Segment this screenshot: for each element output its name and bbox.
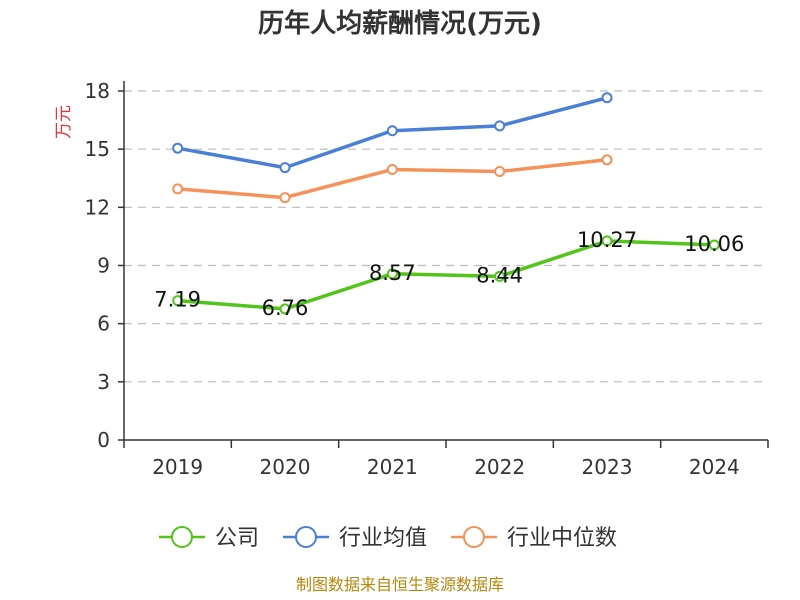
- point-1-2021: [386, 125, 398, 137]
- point-1-2023: [601, 92, 613, 104]
- point-1-2019: [172, 142, 184, 154]
- y-tick-label-9: 9: [97, 254, 110, 278]
- x-tick-label-2020: 2020: [260, 455, 311, 479]
- source-note: 制图数据来自恒生聚源数据库: [296, 575, 504, 594]
- x-tick-label-2023: 2023: [582, 455, 633, 479]
- point-0-2021: [386, 268, 398, 280]
- point-1-2022: [494, 120, 506, 132]
- data-labels: 7.19 6.76 8.57 8.44 10.27 10.06: [154, 228, 744, 320]
- legend-marker-1: [295, 526, 317, 548]
- point-0-2022: [494, 270, 506, 282]
- y-tick-label-15: 15: [85, 137, 110, 161]
- legend: 公司 行业均值 行业中位数: [159, 526, 617, 551]
- legend-label-0: 公司: [215, 526, 259, 551]
- y-tick-label-0: 0: [97, 428, 110, 452]
- data-label-2023: 10.27: [577, 228, 637, 252]
- legend-marker-2: [463, 526, 485, 548]
- legend-label-2: 行业中位数: [507, 526, 617, 551]
- data-label-2021: 8.57: [369, 261, 416, 285]
- chart-title: 历年人均薪酬情况(万元): [258, 8, 542, 39]
- point-0-2020: [279, 303, 291, 315]
- y-tick-label-18: 18: [85, 79, 110, 103]
- grid-lines: [124, 90, 768, 383]
- data-label-2024: 10.06: [684, 232, 744, 256]
- y-tick-label-12: 12: [85, 195, 110, 219]
- x-tick-label-2022: 2022: [474, 455, 525, 479]
- data-label-2019: 7.19: [154, 288, 201, 312]
- legend-marker-0: [171, 526, 193, 548]
- point-2-2019: [172, 183, 184, 195]
- y-axis-label: 万元: [54, 105, 74, 139]
- point-0-2019: [172, 295, 184, 307]
- series-line-0: [177, 239, 715, 311]
- point-2-2022: [494, 165, 506, 177]
- point-1-2020: [279, 162, 291, 174]
- point-2-2021: [386, 164, 398, 176]
- data-label-2020: 6.76: [262, 296, 309, 320]
- x-tick-label-2024: 2024: [689, 455, 740, 479]
- y-tick-label-6: 6: [97, 312, 110, 336]
- series-lines: [172, 92, 720, 315]
- axes: 0 3 6 9 12 15 18 2019 2020 2021 2022 2023 2024: [85, 79, 769, 479]
- x-tick-label-2019: 2019: [152, 455, 203, 479]
- x-tick-label-2021: 2021: [367, 455, 418, 479]
- point-2-2023: [601, 154, 613, 166]
- data-label-2022: 8.44: [476, 263, 523, 287]
- point-2-2020: [279, 192, 291, 204]
- point-0-2024: [708, 239, 720, 251]
- legend-label-1: 行业均值: [339, 526, 427, 551]
- point-0-2023: [601, 235, 613, 247]
- y-tick-label-3: 3: [97, 370, 110, 394]
